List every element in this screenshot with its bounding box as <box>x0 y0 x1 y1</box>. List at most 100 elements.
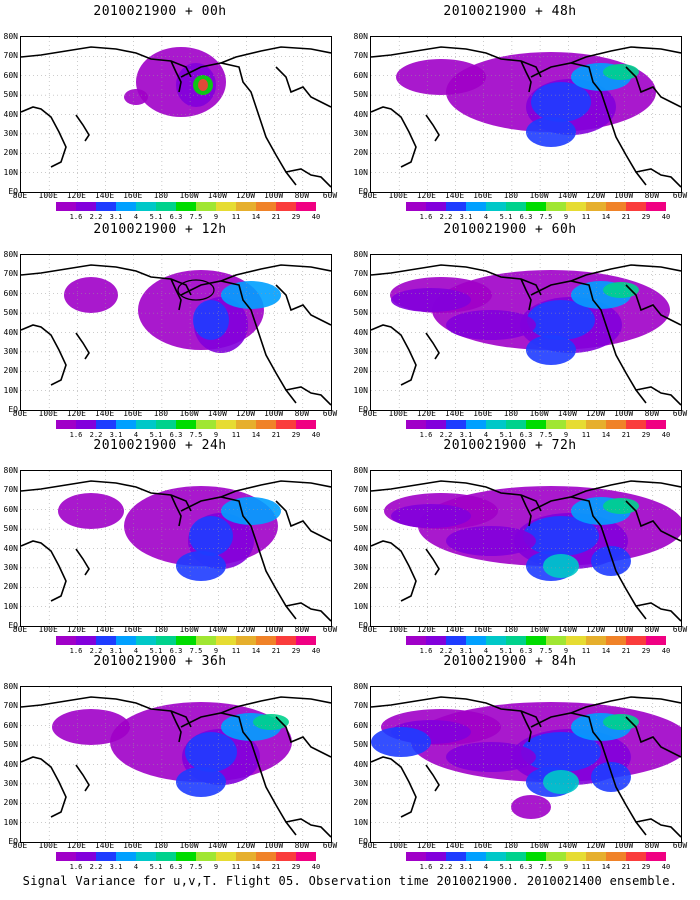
colorbar-label: 21 <box>271 647 281 655</box>
colorbar-swatch <box>646 852 666 861</box>
lon-tick-label: 140E <box>444 191 465 200</box>
lat-tick-label: EQ <box>358 187 368 196</box>
colorbar-swatch <box>276 852 296 861</box>
lat-tick-label: 80N <box>353 250 368 259</box>
colorbar-swatch <box>116 852 136 861</box>
colorbar-swatch <box>586 852 606 861</box>
coastline <box>21 106 67 168</box>
lat-tick-label: 20N <box>353 366 368 376</box>
colorbar-swatch <box>446 202 466 211</box>
colorbar-label: 29 <box>291 647 301 655</box>
coastline <box>625 716 681 758</box>
coastline <box>635 818 681 838</box>
colorbar-label: 1.6 <box>69 431 83 439</box>
colorbar-label: 6.3 <box>169 647 183 655</box>
forecast-panel: 2010021900 + 12h 80N 70N 60N 50N 40N 30N 20N 10N… <box>0 222 340 439</box>
colorbar-labels: 1.6 2.2 3.1 4 5.1 6.3 7.5 9 11 14 21 29 40 <box>56 213 321 222</box>
colorbar-swatch <box>406 852 426 861</box>
coastline <box>425 548 440 576</box>
lon-tick-label: 60W <box>322 409 338 418</box>
colorbar-label: 6.3 <box>169 213 183 221</box>
lon-tick-label: 180 <box>153 841 169 850</box>
colorbar-swatch <box>426 636 446 645</box>
colorbar-swatch <box>586 636 606 645</box>
lat-tick-label: EQ <box>358 621 368 630</box>
colorbar-swatch <box>136 420 156 429</box>
variance-contour <box>64 277 118 313</box>
lat-tick-label: 70N <box>3 51 18 61</box>
colorbar <box>406 636 666 645</box>
lon-tick-label: 80E <box>12 191 28 200</box>
coastline <box>21 264 192 296</box>
variance-map <box>20 470 332 627</box>
colorbar-swatch <box>506 636 526 645</box>
lat-tick-label: 40N <box>353 109 368 119</box>
lon-tick-label: 160E <box>123 409 143 418</box>
map-plot <box>371 471 681 626</box>
lon-tick-label: 80W <box>644 409 660 418</box>
figure-caption: Signal Variance for u,v,T. Flight 05. Ob… <box>22 874 678 888</box>
lat-tick-label: EQ <box>8 621 18 630</box>
lon-tick-label: 120E <box>66 625 86 634</box>
lon-tick-label: 120W <box>235 625 256 634</box>
lat-tick-label: 20N <box>3 366 18 376</box>
colorbar-label: 6.3 <box>169 431 183 439</box>
lon-tick-label: 140W <box>207 625 227 634</box>
lon-tick-label: 120E <box>416 625 436 634</box>
panel-title: 2010021900 + 72h <box>443 438 577 453</box>
coastline <box>520 278 532 311</box>
colorbar-label: 14 <box>601 863 611 871</box>
lat-tick-label: 80N <box>3 250 18 259</box>
lon-tick-label: 160W <box>179 625 199 634</box>
variance-map <box>370 254 682 411</box>
colorbar-swatch <box>136 202 156 211</box>
colorbar-swatch <box>626 852 646 861</box>
variance-contour <box>446 310 536 340</box>
colorbar-label: 4 <box>483 213 489 221</box>
colorbar-label: 4 <box>133 213 139 221</box>
coastline <box>285 168 331 188</box>
colorbar-swatch <box>116 636 136 645</box>
variance-contour <box>193 300 229 340</box>
lon-tick-label: 100W <box>613 841 634 850</box>
colorbar-label: 7.5 <box>539 431 553 439</box>
lat-tick-label: 70N <box>353 51 368 61</box>
colorbar-swatch <box>56 420 76 429</box>
colorbar-swatch <box>96 852 116 861</box>
colorbar-label: 3.1 <box>459 213 473 221</box>
colorbar-swatch <box>486 420 506 429</box>
map-plot <box>21 687 331 842</box>
colorbar-swatch <box>546 636 566 645</box>
colorbar-label: 14 <box>251 213 261 221</box>
colorbar-swatch <box>296 636 316 645</box>
lat-tick-label: 60N <box>353 720 368 730</box>
lat-tick-label: 30N <box>3 346 18 356</box>
panel-title: 2010021900 + 24h <box>93 438 227 453</box>
colorbar-swatch <box>116 202 136 211</box>
colorbar-swatch <box>486 852 506 861</box>
lon-tick-label: 180 <box>153 191 169 200</box>
map-plot <box>21 255 331 410</box>
colorbar-label: 40 <box>311 213 321 221</box>
colorbar-swatch <box>606 420 626 429</box>
coastline <box>625 284 681 326</box>
colorbar-label: 9 <box>563 647 569 655</box>
lat-tick-label: EQ <box>8 187 18 196</box>
coastline <box>180 712 297 836</box>
lon-tick-label: 140W <box>557 625 577 634</box>
colorbar-swatch <box>406 202 426 211</box>
colorbar-label: 1.6 <box>419 431 433 439</box>
colorbar-swatch <box>626 636 646 645</box>
variance-contour <box>446 742 536 772</box>
map-plot <box>21 37 331 192</box>
colorbar-label: 11 <box>231 213 241 221</box>
lon-tick-label: 100E <box>388 841 408 850</box>
colorbar-swatch <box>76 852 96 861</box>
lon-tick-label: 160E <box>473 841 493 850</box>
coastline <box>285 386 331 406</box>
lon-tick-label: 180 <box>153 625 169 634</box>
coastline <box>275 500 331 542</box>
colorbar-swatch <box>276 636 296 645</box>
colorbar-label: 2.2 <box>439 647 453 655</box>
coastline <box>220 480 331 498</box>
